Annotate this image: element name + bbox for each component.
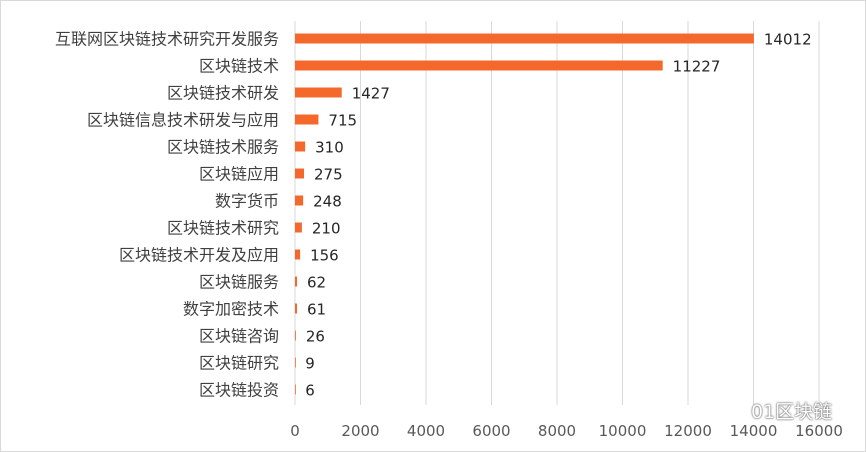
bar (295, 60, 663, 71)
category-label: 互联网区块链技术研究开发服务 (55, 30, 279, 49)
category-label: 区块链投资 (199, 381, 279, 400)
data-label: 14012 (764, 31, 812, 49)
bar (295, 384, 296, 395)
watermark-text: 01区块链 (751, 401, 833, 423)
data-label: 62 (307, 274, 326, 292)
category-label: 数字加密技术 (183, 300, 279, 319)
bar (295, 222, 302, 233)
data-label: 248 (313, 193, 342, 211)
data-label: 11227 (673, 58, 721, 76)
bar (295, 303, 297, 314)
bars (295, 33, 754, 395)
data-label: 715 (328, 112, 357, 130)
data-label: 9 (305, 355, 315, 373)
category-label: 区块链服务 (199, 273, 279, 292)
data-label: 61 (307, 301, 326, 319)
value-labels: 14012 11227 1427 715 310 275 248 210 156 62 61 26 9 6 (305, 31, 811, 400)
watermark: 01区块链 (721, 397, 832, 424)
x-tick-label: 4000 (407, 422, 445, 440)
data-label: 156 (310, 247, 339, 265)
data-label: 1427 (352, 85, 390, 103)
category-label: 区块链信息技术研发与应用 (87, 111, 279, 130)
category-label: 区块链技术研究 (167, 219, 279, 238)
data-label: 310 (315, 139, 344, 157)
category-labels: 互联网区块链技术研究开发服务区块链技术区块链技术研发区块链信息技术研发与应用区块… (55, 30, 279, 400)
bar (295, 114, 319, 125)
x-tick-label: 16000 (795, 422, 843, 440)
bar (295, 330, 296, 341)
bar (295, 33, 754, 44)
x-tick-label: 14000 (730, 422, 778, 440)
bar (295, 276, 298, 287)
data-label: 210 (312, 220, 341, 238)
x-tick-label: 10000 (599, 422, 647, 440)
bar (295, 195, 304, 206)
bar (295, 87, 342, 98)
category-label: 区块链技术服务 (167, 138, 279, 157)
grid-lines (294, 21, 820, 405)
x-tick-label: 0 (290, 422, 300, 440)
x-tick-label: 2000 (341, 422, 379, 440)
category-label: 区块链技术研发 (167, 84, 279, 103)
wechat-icon (721, 400, 746, 421)
x-axis-ticks: 0 2000 4000 6000 8000 10000 12000 14000 16000 (290, 422, 843, 440)
category-label: 区块链技术 (199, 57, 279, 76)
x-tick-label: 12000 (664, 422, 712, 440)
category-label: 区块链技术开发及应用 (119, 246, 279, 265)
data-label: 6 (305, 382, 315, 400)
data-label: 275 (314, 166, 343, 184)
category-label: 数字货币 (215, 192, 279, 211)
category-label: 区块链咨询 (199, 327, 279, 346)
bar (295, 249, 301, 260)
bar (295, 357, 296, 368)
x-tick-label: 8000 (538, 422, 576, 440)
x-tick-label: 6000 (472, 422, 510, 440)
data-label: 26 (306, 328, 325, 346)
category-label: 区块链研究 (199, 354, 279, 373)
bar (295, 141, 306, 152)
bar (295, 168, 305, 179)
category-label: 区块链应用 (199, 165, 279, 184)
